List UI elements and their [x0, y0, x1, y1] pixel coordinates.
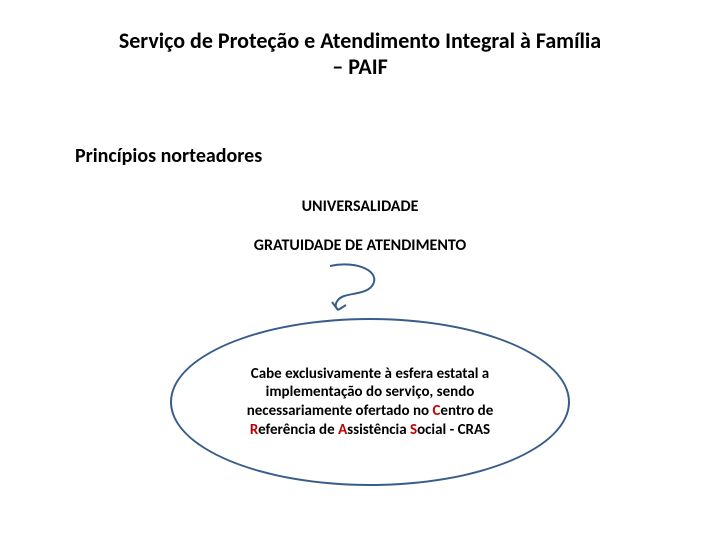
arrow-path — [330, 264, 374, 310]
ellipse-t3: ssistência — [347, 421, 410, 439]
ellipse-hl-r: R — [250, 421, 258, 439]
ellipse-hl-a: A — [338, 421, 347, 439]
principle-gratuidade: GRATUIDADE DE ATENDIMENTO — [0, 236, 720, 255]
ellipse-text: Cabe exclusivamente à esfera estatal a i… — [214, 365, 526, 440]
title-line1: Serviço de Proteção e Atendimento Integr… — [119, 27, 601, 54]
ellipse-t1: entro de — [440, 402, 493, 420]
ellipse-t4: ocial - CRAS — [417, 421, 490, 439]
subtitle: Princípios norteadores — [75, 144, 262, 168]
title-line2: – PAIF — [332, 53, 387, 80]
slide-title: Serviço de Proteção e Atendimento Integr… — [55, 28, 665, 81]
description-ellipse: Cabe exclusivamente à esfera estatal a i… — [170, 318, 570, 486]
ellipse-t2: eferência de — [258, 421, 338, 439]
curved-arrow-icon — [310, 258, 400, 318]
principle-universalidade: UNIVERSALIDADE — [0, 197, 720, 216]
arrow-head — [332, 302, 346, 310]
